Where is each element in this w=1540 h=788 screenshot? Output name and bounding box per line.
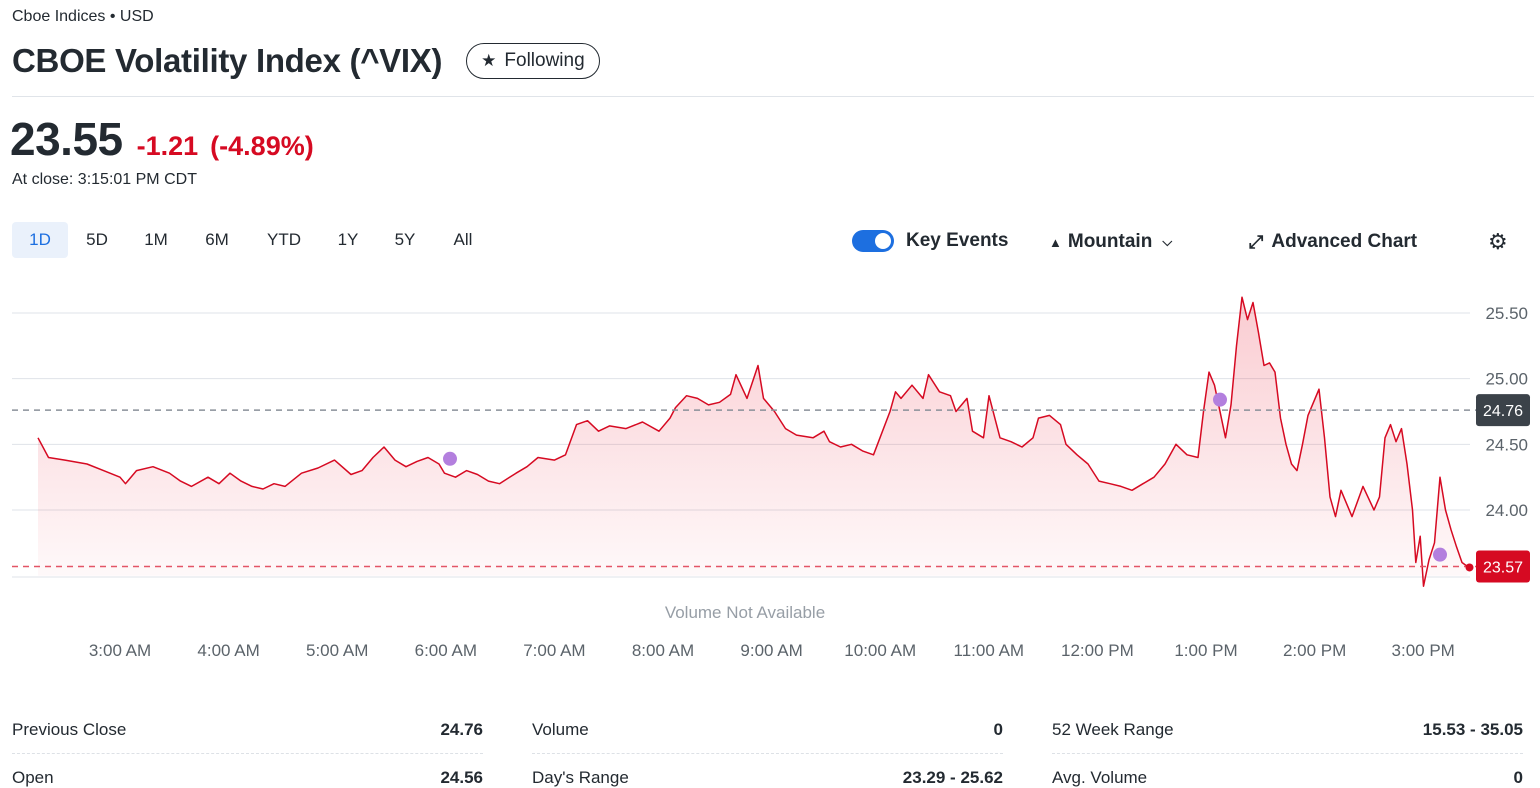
last-point-dot	[1465, 563, 1474, 572]
gear-icon[interactable]: ⚙	[1488, 229, 1508, 254]
advanced-chart-button[interactable]: ⤢ Advanced Chart	[1249, 231, 1417, 253]
previous-close-tag-label: 24.76	[1483, 403, 1523, 420]
chart-type-dropdown[interactable]: ▲ Mountain ⌵	[1049, 231, 1172, 253]
stat-row: Avg. Volume 0	[1052, 754, 1523, 788]
following-label: Following	[504, 50, 585, 71]
stat-label: Volume	[532, 719, 589, 739]
volume-not-available: Volume Not Available	[665, 603, 825, 622]
range-all[interactable]: All	[453, 230, 473, 249]
range-1d[interactable]: 1D	[12, 222, 68, 258]
last-value-tag	[1476, 550, 1530, 583]
stat-row: Day's Range 23.29 - 25.62	[532, 754, 1003, 788]
x-tick-label: 3:00 PM	[1392, 641, 1455, 660]
stat-label: Previous Close	[12, 719, 127, 739]
stat-value: 24.76	[440, 719, 483, 739]
stat-value: 15.53 - 35.05	[1422, 719, 1523, 739]
advanced-chart-label: Advanced Chart	[1271, 231, 1418, 252]
header-divider	[12, 96, 1534, 97]
x-tick-label: 10:00 AM	[844, 641, 916, 660]
x-tick-label: 5:00 AM	[306, 641, 368, 660]
price-change: -1.21	[136, 131, 199, 161]
x-tick-label: 11:00 AM	[954, 641, 1025, 660]
title-row: CBOE Volatility Index (^VIX) ★ Following	[12, 42, 600, 80]
range-5d[interactable]: 5D	[86, 230, 108, 249]
price-change-percent: (-4.89%)	[210, 131, 314, 161]
range-1y[interactable]: 1Y	[337, 230, 359, 249]
stats-column: Volume 0 Day's Range 23.29 - 25.62	[532, 706, 1003, 788]
stat-value: 0	[993, 719, 1003, 739]
price-value: 23.55	[10, 113, 123, 165]
x-tick-label: 7:00 AM	[523, 641, 585, 660]
key-events-label[interactable]: Key Events	[906, 230, 1009, 251]
following-button[interactable]: ★ Following	[466, 43, 600, 79]
chevron-down-icon: ⌵	[1162, 234, 1173, 249]
stat-value: 23.29 - 25.62	[902, 768, 1003, 787]
stat-row: Volume 0	[532, 706, 1003, 754]
range-6m[interactable]: 6M	[205, 230, 229, 249]
range-5y[interactable]: 5Y	[394, 230, 416, 249]
price-line	[37, 296, 1468, 587]
last-value-tag-label: 23.57	[1483, 559, 1523, 576]
y-tick-label: 24.00	[1485, 501, 1528, 520]
stat-label: 52 Week Range	[1052, 719, 1174, 739]
key-event-marker[interactable]	[1213, 392, 1227, 407]
x-tick-label: 2:00 PM	[1283, 641, 1346, 660]
stat-value: 0	[1513, 768, 1523, 787]
key-event-marker[interactable]	[443, 451, 457, 466]
expand-icon: ⤢	[1249, 231, 1264, 252]
x-tick-label: 6:00 AM	[415, 641, 477, 660]
x-tick-label: 1:00 PM	[1174, 641, 1237, 660]
stats-column: 52 Week Range 15.53 - 35.05 Avg. Volume 0	[1052, 706, 1523, 788]
range-1m[interactable]: 1M	[144, 230, 168, 249]
quote-row: 23.55 -1.21 (-4.89%)	[10, 112, 314, 166]
stat-label: Day's Range	[532, 768, 629, 787]
stat-label: Avg. Volume	[1052, 768, 1148, 787]
range-selector: 1D 5D 1M 6M YTD 1Y 5Y All	[12, 222, 492, 258]
x-tick-label: 4:00 AM	[197, 641, 259, 660]
stat-row: 52 Week Range 15.53 - 35.05	[1052, 706, 1523, 754]
x-tick-label: 8:00 AM	[632, 641, 694, 660]
stat-label: Open	[12, 768, 54, 787]
range-ytd[interactable]: YTD	[267, 230, 301, 249]
y-tick-label: 25.00	[1485, 370, 1528, 389]
stats-column: Previous Close 24.76 Open 24.56	[12, 706, 483, 788]
star-icon: ★	[481, 51, 497, 70]
x-tick-label: 12:00 PM	[1061, 641, 1134, 660]
key-events-toggle[interactable]	[852, 230, 894, 252]
chart-type-label: Mountain	[1067, 231, 1153, 252]
stat-row: Open 24.56	[12, 754, 483, 788]
price-area	[38, 297, 1468, 587]
stat-value: 24.56	[440, 768, 483, 787]
y-tick-label: 24.50	[1485, 435, 1528, 454]
key-event-marker[interactable]	[1433, 547, 1447, 562]
y-tick-label: 25.50	[1485, 304, 1528, 323]
toggle-knob	[875, 233, 891, 249]
close-time: At close: 3:15:01 PM CDT	[12, 171, 197, 188]
x-tick-label: 9:00 AM	[740, 641, 802, 660]
exchange-label: Cboe Indices • USD	[12, 8, 154, 25]
previous-close-tag	[1476, 394, 1530, 427]
x-tick-label: 3:00 AM	[89, 641, 151, 660]
mountain-icon: ▲	[1049, 234, 1062, 250]
stat-row: Previous Close 24.76	[12, 706, 483, 754]
price-chart[interactable]: 24.00 24.50 25.00 25.50 24.76 23.57 Volume Not…	[0, 280, 1540, 680]
page-title: CBOE Volatility Index (^VIX)	[12, 42, 443, 79]
